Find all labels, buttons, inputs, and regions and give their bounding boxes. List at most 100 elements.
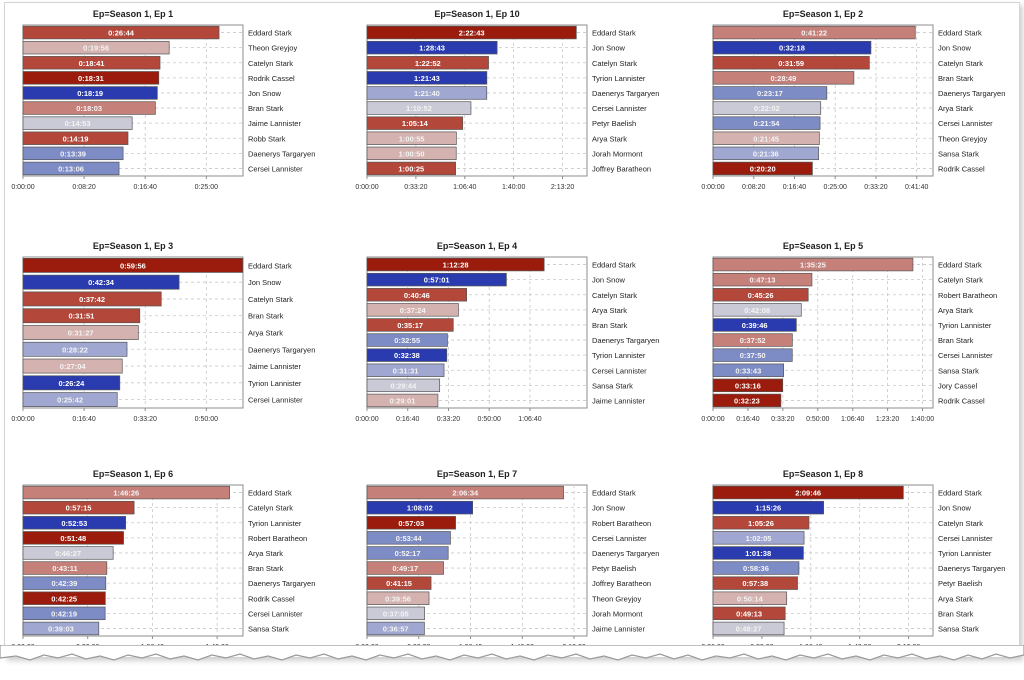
bar-chart: Ep=Season 1, Ep 4 0:00:00 0:16:40 0:33:20 0:…	[355, 241, 659, 423]
category-label: Tyrion Lannister	[592, 74, 646, 83]
x-tick-label: 0:33:20	[437, 416, 460, 423]
bar-chart: Ep=Season 1, Ep 70:00:000:33:201:06:401:…	[355, 469, 659, 651]
data-label: 0:14:19	[63, 134, 89, 143]
category-label: Cersei Lannister	[938, 534, 993, 543]
bar	[712, 591, 788, 605]
bar	[712, 606, 786, 621]
bar	[366, 516, 456, 530]
data-label: 1:00:55	[399, 134, 425, 143]
bar	[366, 333, 448, 347]
category-label: Rodrik Cassel	[248, 594, 295, 603]
bar	[366, 546, 449, 560]
bar	[22, 561, 108, 575]
category-label: Sansa Stark	[938, 366, 979, 375]
category-label: Rodrik Cassel	[248, 74, 295, 83]
category-label: Sansa Stark	[248, 624, 289, 633]
data-label: 1:21:40	[414, 89, 440, 98]
data-label: 0:53:44	[396, 534, 423, 543]
data-label: 0:21:45	[753, 134, 779, 143]
bar	[712, 393, 782, 408]
category-label: Theon Greyjoy	[248, 44, 297, 53]
data-label: 0:37:52	[740, 336, 766, 345]
bar	[712, 131, 820, 145]
data-label: 0:35:17	[397, 321, 423, 330]
bar	[366, 378, 441, 393]
category-label: Arya Stark	[248, 329, 283, 338]
chart-title: Ep=Season 1, Ep 1	[93, 9, 173, 19]
bar	[712, 516, 810, 530]
bar	[22, 375, 121, 391]
bar	[22, 308, 141, 324]
data-label: 0:32:23	[734, 396, 760, 405]
data-label: 0:58:36	[743, 564, 769, 573]
data-label: 0:26:44	[108, 29, 135, 38]
category-label: Catelyn Stark	[592, 59, 637, 68]
category-label: Jon Snow	[592, 44, 626, 53]
bar-chart: Ep=Season 1, Ep 1 0:00:00 0:08:20 0:16:40 0:…	[11, 9, 315, 191]
category-label: Arya Stark	[938, 104, 973, 113]
bar	[22, 621, 100, 636]
category-label: Arya Stark	[248, 549, 283, 558]
data-label: 0:42:34	[88, 278, 115, 287]
data-label: 1:02:05	[746, 534, 772, 543]
data-label: 0:39:03	[48, 624, 74, 633]
data-label: 0:57:01	[424, 276, 450, 285]
category-label: Tyrion Lannister	[592, 351, 646, 360]
category-label: Jaime Lannister	[248, 119, 301, 128]
bar-chart: Ep=Season 1, Ep 3 0:00:00 0:16:40 0:33:20 0:…	[11, 241, 315, 423]
data-label: 0:57:15	[66, 504, 92, 513]
data-label: 0:31:51	[68, 312, 94, 321]
x-tick-label: 0:25:00	[195, 184, 218, 191]
bar	[366, 485, 564, 500]
bar	[712, 363, 784, 377]
category-label: Bran Stark	[938, 336, 974, 345]
bar	[712, 531, 805, 545]
bar	[22, 546, 114, 560]
data-label: 0:32:38	[394, 351, 420, 360]
bar	[22, 576, 107, 590]
category-label: Theon Greyjoy	[592, 594, 641, 603]
bar	[366, 531, 451, 545]
data-label: 0:14:53	[65, 119, 91, 128]
data-label: 0:27:04	[60, 362, 87, 371]
data-label: 0:19:56	[83, 44, 109, 53]
category-label: Catelyn Stark	[248, 59, 293, 68]
x-tick-label: 0:50:00	[478, 416, 501, 423]
bar	[712, 272, 813, 287]
bar	[366, 86, 488, 100]
x-tick-label: 0:16:40	[134, 184, 157, 191]
category-label: Cersei Lannister	[938, 351, 993, 360]
category-label: Eddard Stark	[592, 261, 636, 270]
data-label: 1:22:52	[415, 59, 441, 68]
bar	[22, 146, 124, 161]
category-label: Petyr Baelish	[592, 119, 636, 128]
bar	[366, 303, 459, 317]
data-label: 0:48:27	[736, 624, 762, 633]
data-label: 0:32:18	[779, 44, 805, 53]
x-tick-label: 0:33:20	[864, 184, 887, 191]
category-label: Jon Snow	[248, 89, 282, 98]
bar	[712, 485, 904, 500]
data-label: 0:29:44	[390, 381, 417, 390]
chart-panel: Ep=Season 1, Ep 2 0:00:00 0:08:20 0:16:40 0:…	[695, 5, 1024, 220]
bar	[712, 546, 804, 560]
data-label: 1:08:02	[407, 504, 433, 513]
data-label: 0:13:39	[60, 149, 86, 158]
bar	[22, 591, 106, 605]
torn-paper-edge	[0, 645, 1024, 661]
category-label: Cersei Lannister	[248, 164, 303, 173]
bar-chart: Ep=Season 1, Ep 10 0:00:00 0:33:20 1:06:40 1…	[355, 9, 659, 191]
chart-title: Ep=Season 1, Ep 2	[783, 9, 863, 19]
category-label: Jon Snow	[248, 278, 282, 287]
category-label: Robert Baratheon	[248, 534, 307, 543]
bar	[366, 131, 457, 145]
bar	[712, 288, 809, 302]
bar	[366, 25, 577, 40]
category-label: Bran Stark	[592, 321, 628, 330]
data-label: 0:37:24	[400, 306, 427, 315]
bar	[22, 131, 129, 145]
bar	[366, 272, 507, 287]
x-tick-label: 0:00:00	[355, 184, 378, 191]
chart-panel: Ep=Season 1, Ep 60:00:000:33:201:06:401:…	[5, 465, 345, 680]
chart-panel: Ep=Season 1, Ep 3 0:00:00 0:16:40 0:33:20 0:…	[5, 237, 345, 452]
